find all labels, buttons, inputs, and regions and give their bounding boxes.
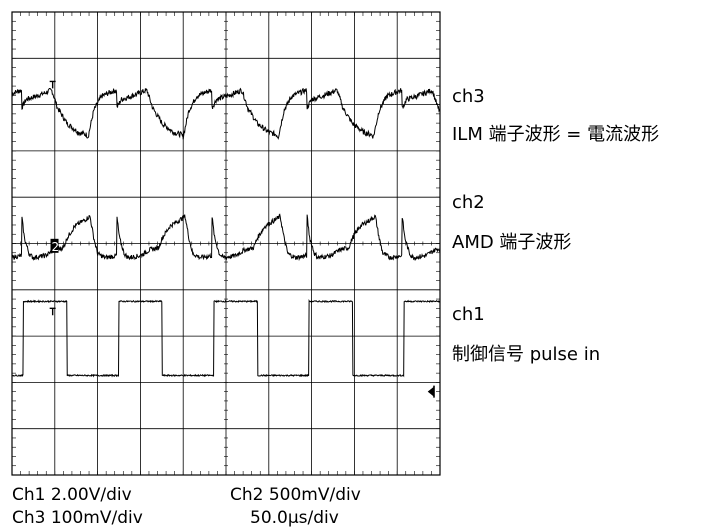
oscilloscope-screen: 2 [11,11,441,476]
trace-ch3 [11,87,441,140]
ch1-scale: Ch1 2.00V/div [12,485,132,505]
trace-ch1 [11,298,441,378]
trigger-marker-ch1 [49,307,56,316]
ch2-label: ch2 [452,192,485,213]
traces [11,87,441,378]
ch2-ground-marker [50,238,59,253]
ch2-scale: Ch2 500mV/div [230,485,361,505]
ch3-label: ch3 [452,86,485,107]
ch1-description: 制御信号 pulse in [452,344,601,365]
ch2-description: AMD 端子波形 [452,232,572,253]
markers: 2 [49,80,435,398]
ch3-scale: Ch3 100mV/div [12,508,143,528]
trace-ch2 [11,213,441,262]
trigger-marker-ch3 [49,80,56,89]
ch1-label: ch1 [452,304,485,325]
ch3-description: ILM 端子波形 = 電流波形 [452,124,660,145]
grid [11,11,441,476]
ch2-ground-marker-text: 2 [52,240,60,254]
timebase-scale: 50.0µs/div [250,508,339,528]
trigger-level-arrow-icon [427,385,435,398]
